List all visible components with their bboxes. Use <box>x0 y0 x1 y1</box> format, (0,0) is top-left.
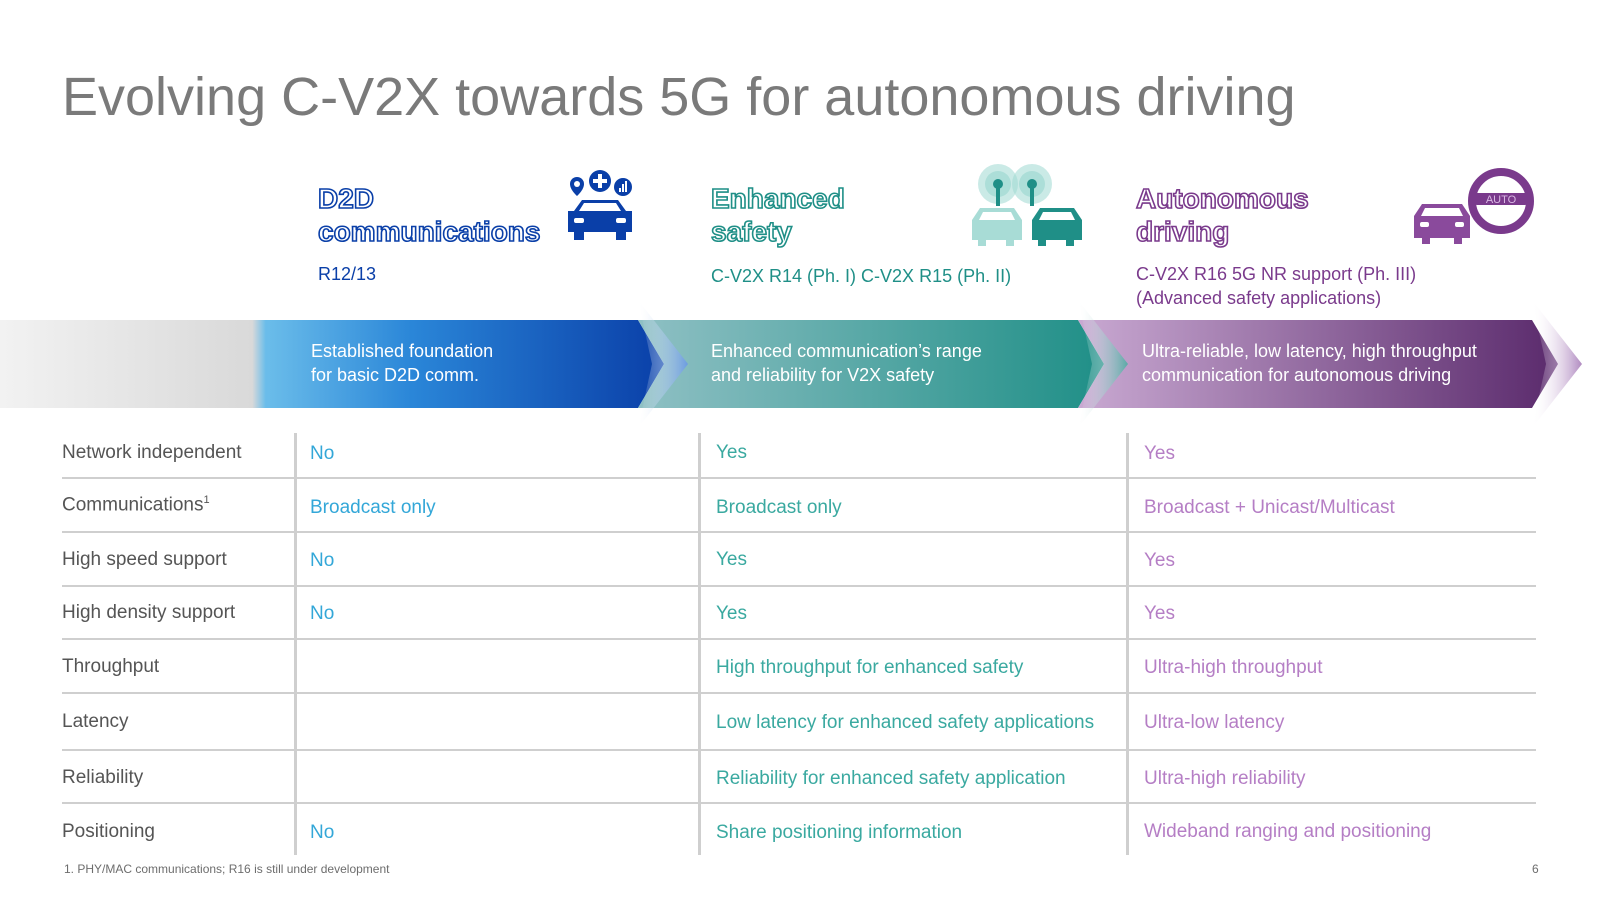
row-divider <box>62 638 1536 640</box>
table-cell: Ultra-low latency <box>1144 712 1285 733</box>
phase-title-line1: D2D <box>317 182 375 215</box>
page-title: Evolving C-V2X towards 5G for autonomous… <box>62 67 1296 127</box>
phase-banner <box>0 300 1582 428</box>
banner-text-autonomous: Ultra-reliable, low latency, high throug… <box>1142 339 1477 387</box>
row-label: Throughput <box>62 656 160 677</box>
column-divider <box>1126 433 1129 855</box>
banner-arrow-d2d <box>0 320 664 408</box>
banner-line2: and reliability for V2X safety <box>711 365 935 385</box>
row-label: Network independent <box>62 442 242 463</box>
table-cell: Share positioning information <box>716 822 963 843</box>
table-cell: High throughput for enhanced safety <box>716 657 1024 678</box>
banner-text-d2d: Established foundation for basic D2D com… <box>311 339 493 387</box>
row-label: High speed support <box>62 549 227 570</box>
table-cell: Yes <box>716 603 747 624</box>
banner-arrow-enhanced-safety <box>638 320 1104 408</box>
row-label-text: Communications <box>62 494 204 516</box>
connected-car-icon <box>568 170 632 240</box>
table-cell: Broadcast only <box>310 497 436 518</box>
column-divider <box>294 433 297 855</box>
release-line1: C-V2X R16 5G NR support (Ph. III) <box>1136 264 1417 284</box>
phase-release-enhanced-safety: C-V2X R14 (Ph. I) C-V2X R15 (Ph. II) <box>711 266 1012 286</box>
table-cell: Yes <box>716 549 747 570</box>
table-cell: Yes <box>716 442 747 463</box>
table-cell: No <box>310 603 335 624</box>
table-cell: Ultra-high throughput <box>1144 657 1323 678</box>
release-line2: (Advanced safety applications) <box>1136 288 1382 308</box>
banner-text-enhanced-safety: Enhanced communication’s range and relia… <box>711 339 982 387</box>
row-divider <box>62 477 1536 479</box>
row-label: Reliability <box>62 767 144 788</box>
banner-line1: Established foundation <box>311 341 494 361</box>
table-cell: Wideband ranging and positioning <box>1144 821 1432 842</box>
row-label: Positioning <box>62 821 155 842</box>
phase-release-d2d: R12/13 <box>318 264 377 284</box>
row-label: Latency <box>62 711 129 732</box>
row-divider <box>62 531 1536 533</box>
row-label: Communications1 <box>62 494 210 516</box>
table-cell: No <box>310 443 335 464</box>
table-cell: Ultra-high reliability <box>1144 768 1306 789</box>
banner-chevron <box>638 300 688 428</box>
banner-line2: communication for autonomous driving <box>1142 365 1452 385</box>
phase-title-line2: driving <box>1135 215 1230 248</box>
footnote-marker: 1 <box>203 494 210 506</box>
phase-title-d2d: D2D communications <box>317 182 541 248</box>
row-label: High density support <box>62 602 236 623</box>
page-number: 6 <box>1532 862 1539 876</box>
phase-title-autonomous: Autonomous driving <box>1135 182 1309 248</box>
row-divider <box>62 692 1536 694</box>
row-divider <box>62 749 1536 751</box>
phase-title-enhanced-safety: Enhanced safety <box>710 182 845 248</box>
banner-line1: Ultra-reliable, low latency, high throug… <box>1142 341 1477 361</box>
car-steering-wheel-icon: AUTO <box>1414 168 1534 244</box>
table-cell: Yes <box>1144 550 1175 571</box>
table-cell: Broadcast only <box>716 497 842 518</box>
phase-title-line1: Enhanced <box>710 182 845 215</box>
column-divider <box>698 433 701 855</box>
table-cell: No <box>310 550 335 571</box>
banner-arrow-autonomous <box>1078 320 1558 408</box>
auto-label: AUTO <box>1486 194 1517 206</box>
table-cell: Yes <box>1144 603 1175 624</box>
banner-line2: for basic D2D comm. <box>311 365 480 385</box>
table-cell: Broadcast + Unicast/Multicast <box>1144 497 1395 518</box>
banner-chevron <box>1078 300 1128 428</box>
table-cell: Reliability for enhanced safety applicat… <box>716 768 1066 789</box>
table-cell: Yes <box>1144 443 1175 464</box>
phase-title-line1: Autonomous <box>1135 182 1309 215</box>
footnote: 1. PHY/MAC communications; R16 is still … <box>64 862 390 876</box>
banner-chevron <box>1532 300 1582 428</box>
row-divider <box>62 802 1536 804</box>
table-cell: No <box>310 822 335 843</box>
phase-title-line2: communications <box>317 215 541 248</box>
phase-release-autonomous: C-V2X R16 5G NR support (Ph. III) (Advan… <box>1136 262 1416 310</box>
phase-title-line2: safety <box>710 215 793 248</box>
cars-with-signal-icon <box>972 164 1082 246</box>
row-divider <box>62 585 1536 587</box>
banner-line1: Enhanced communication’s range <box>711 341 982 361</box>
table-cell: Low latency for enhanced safety applicat… <box>716 712 1095 733</box>
